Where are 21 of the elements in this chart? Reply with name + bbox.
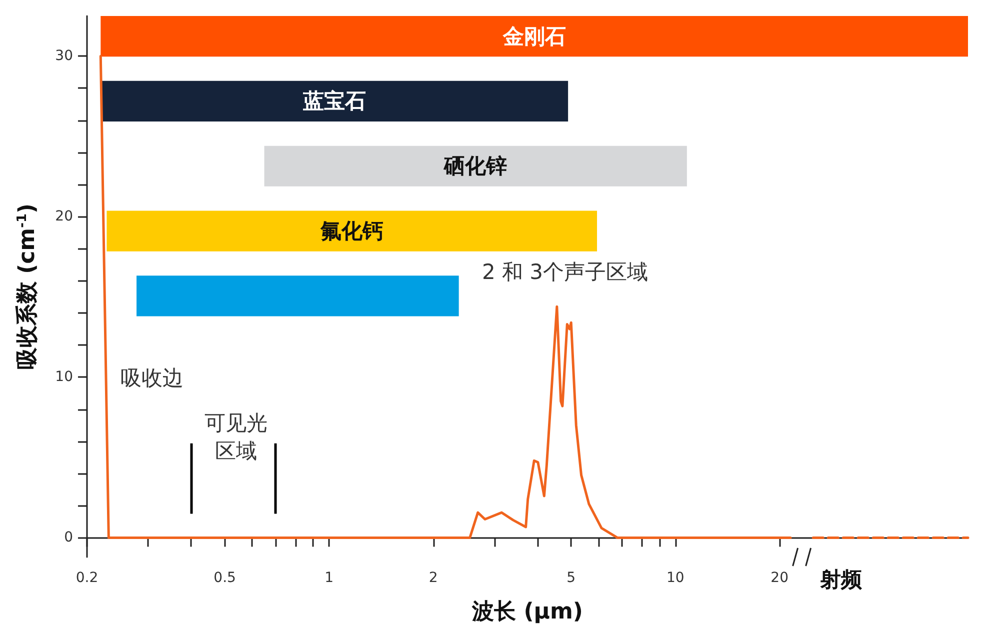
band-label: 氟化钙 <box>319 219 384 244</box>
band-label: 蓝宝石 <box>302 89 366 114</box>
x-tick-label: 10 <box>666 570 684 586</box>
x-tick-label: 2 <box>428 570 438 586</box>
annotation: 吸收边 <box>120 366 184 390</box>
x-tick-label: 1 <box>324 570 334 586</box>
x-tick-label: 5 <box>566 570 576 586</box>
x-axis-title: 波长 (μm) <box>471 600 583 624</box>
y-axis-title: 吸收系数 (cm-1) <box>15 203 40 370</box>
band-label: 金刚石 <box>502 24 566 48</box>
x-tick-label: 20 <box>770 570 789 586</box>
annotation: 2 和 3个声子区域 <box>482 260 648 284</box>
y-tick-label: 10 <box>55 369 73 386</box>
y-tick-label: 20 <box>55 208 73 225</box>
annotation: 可见光区域 <box>204 411 268 463</box>
text: 射频 <box>818 568 863 592</box>
x-tick-label: 0.2 <box>76 570 98 586</box>
y-tick-label: 30 <box>55 48 73 64</box>
x-tick-label: 0.5 <box>214 570 236 586</box>
y-tick-label: 0 <box>64 530 73 546</box>
band-label: 硒化锌 <box>443 154 508 178</box>
